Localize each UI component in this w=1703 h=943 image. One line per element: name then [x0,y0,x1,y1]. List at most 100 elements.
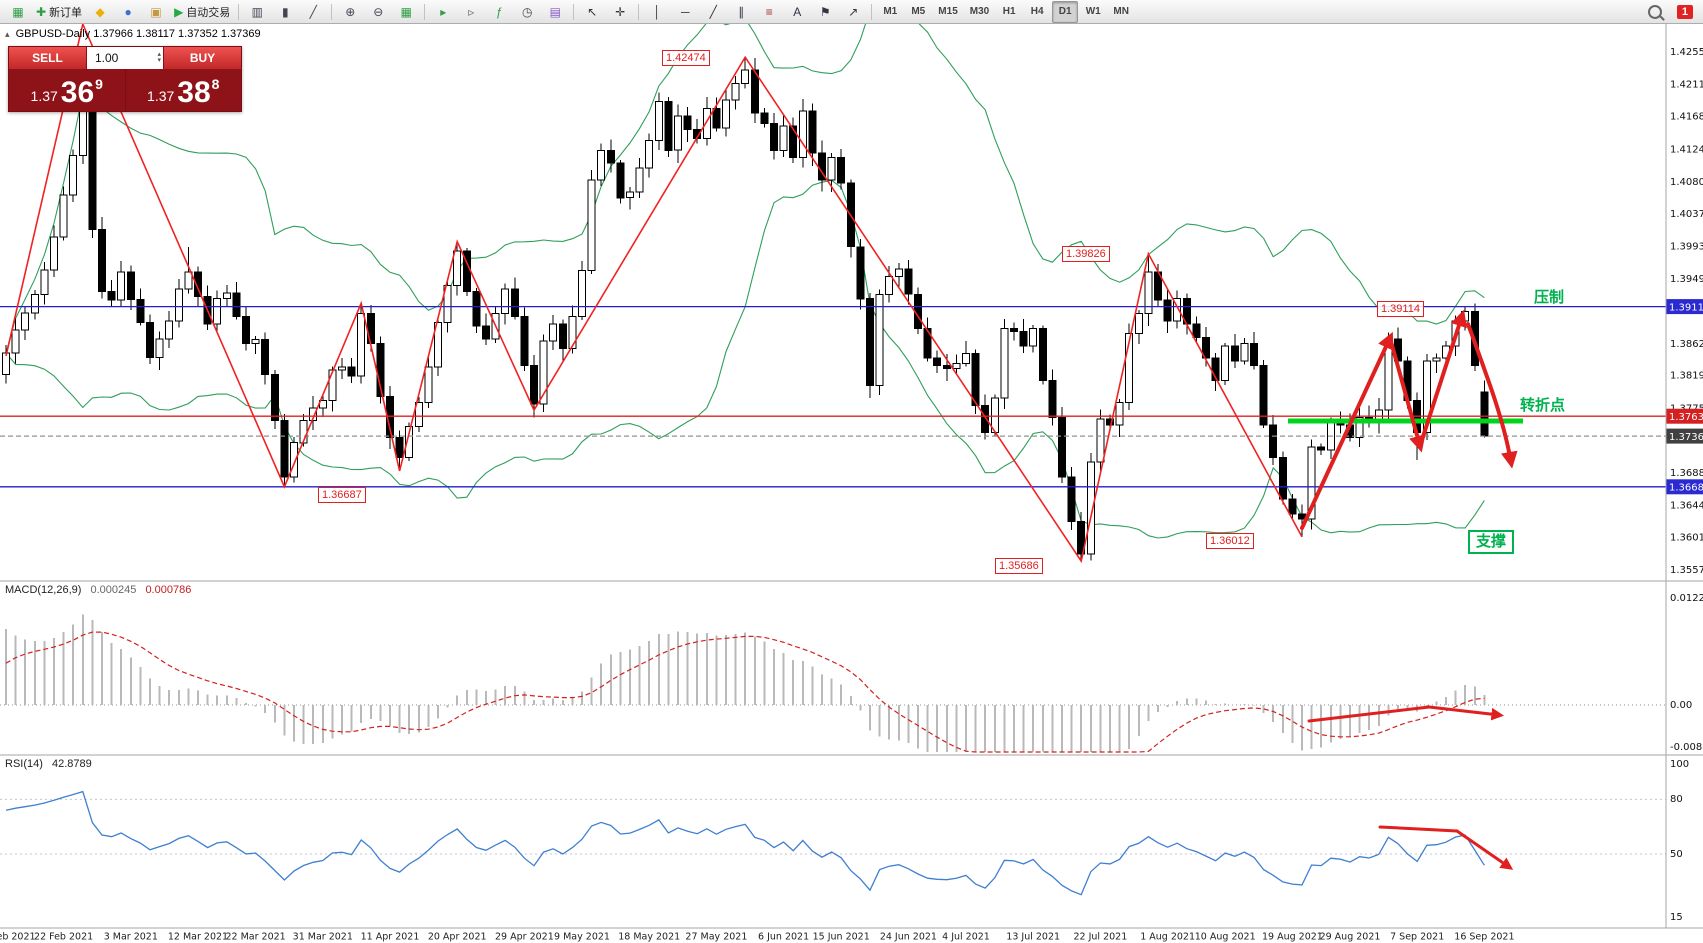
timeframe-m15[interactable]: M15 [938,6,958,17]
turning-point-annotation[interactable]: 转折点 [1520,397,1566,414]
buy-button[interactable]: BUY [163,47,241,69]
metaeditor-button[interactable]: ◆ [95,4,105,19]
rsi-axis-label: 100 [1670,759,1689,770]
date-axis-label: 15 Jun 2021 [813,932,870,943]
templates-button[interactable]: ▤ [549,4,561,19]
price-tag: 1.37637 [1666,408,1703,424]
new-chart-button[interactable]: ▦ [12,4,24,19]
new-order-button[interactable]: ✚ 新订单 [36,4,83,19]
sell-price-prefix: 1.37 [30,88,58,104]
candlestick-mode-button[interactable]: ▮ [281,4,289,19]
volume-stepper[interactable]: 1.00 ▴ ▾ [87,47,163,69]
indicators-button[interactable]: ƒ [495,4,503,19]
data-window-button[interactable]: ▣ [150,4,162,19]
autotrading-button[interactable]: ▶ 自动交易 [174,4,231,19]
macd-axis-label: 0.00 [1670,700,1692,711]
zoom-in-button[interactable]: ⊕ [345,4,356,19]
volume-up-button[interactable]: ▴ [157,51,161,58]
toolbar-separator [573,3,575,20]
rsi-value: 42.8789 [51,758,92,770]
resistance-annotation[interactable]: 压制 [1534,289,1565,306]
price-annotation-label[interactable]: 1.36012 [1206,533,1254,549]
notification-badge[interactable]: 1 [1676,4,1693,19]
price-tag: 1.39114 [1666,299,1703,315]
price-annotation-label[interactable]: 1.36687 [318,487,366,503]
date-axis-label: 19 Aug 2021 [1262,932,1323,943]
indicator-arrow[interactable] [1378,825,1459,833]
label-button[interactable]: ⚑ [819,4,831,19]
toolbar-separator [424,3,426,20]
indicator-arrow[interactable] [1307,705,1431,723]
trend-arrow[interactable] [1466,322,1518,469]
volume-down-button[interactable]: ▾ [157,57,161,64]
bar-chart-mode-button[interactable]: ▥ [251,4,263,19]
one-click-trading-panel: SELL 1.00 ▴ ▾ BUY 1.37 36 9 1.37 38 8 [8,46,242,112]
collapse-arrow-icon[interactable]: ▴ [5,29,10,39]
date-axis-label: 22 Jul 2021 [1074,932,1128,943]
timeframe-h4[interactable]: H4 [1030,6,1044,17]
crosshair-button[interactable]: ✛ [615,4,626,19]
price-axis-label: 1.39490 [1670,274,1703,285]
trendline-button[interactable]: ╱ [709,4,717,19]
date-axis-label: 16 Sep 2021 [1454,932,1514,943]
vertical-line-button[interactable]: │ [653,4,662,19]
volume-value[interactable]: 1.00 [95,51,119,65]
price-annotation-label[interactable]: 1.42474 [662,50,710,66]
sell-price-sup: 9 [95,76,103,92]
channel-button[interactable]: ∥ [738,4,745,19]
date-axis-label: 4 Jul 2021 [942,932,990,943]
timeframe-d1[interactable]: D1 [1052,0,1079,23]
timeframe-m30[interactable]: M30 [969,6,990,17]
zoom-out-button[interactable]: ⊖ [373,4,384,19]
date-axis-label: 12 Feb 2021 [0,932,36,943]
text-button[interactable]: A [793,4,802,19]
macd-name: MACD(12,26,9) [5,584,82,596]
price-axis-label: 1.41680 [1670,112,1703,123]
price-axis-label: 1.39930 [1670,242,1703,253]
timeframe-h1[interactable]: H1 [1002,6,1016,17]
date-axis-label: 29 Aug 2021 [1320,932,1381,943]
chart-shift-button[interactable]: ▹ [468,4,475,19]
buy-price[interactable]: 1.37 38 8 [124,69,242,111]
date-axis-label: 29 Apr 2021 [495,932,554,943]
market-watch-button[interactable]: ● [124,4,132,19]
timeframe-w1[interactable]: W1 [1085,6,1101,17]
timeframe-mn[interactable]: MN [1113,6,1129,17]
buy-price-prefix: 1.37 [147,88,175,104]
rsi-name: RSI(14) [5,758,43,770]
price-annotation-label[interactable]: 1.39114 [1377,301,1424,317]
price-annotation-label[interactable]: 1.39826 [1062,246,1110,262]
sell-button[interactable]: SELL [9,47,87,69]
support-annotation[interactable]: 支撑 [1468,530,1515,554]
cursor-button[interactable]: ↖ [587,4,598,19]
date-axis-label: 22 Mar 2021 [225,932,285,943]
timeframe-m5[interactable]: M5 [911,6,926,17]
indicator-arrow[interactable] [1455,829,1514,870]
trend-arrow[interactable] [1418,309,1467,448]
periods-button[interactable]: ◷ [522,4,533,19]
trend-arrow[interactable] [1300,331,1394,530]
search-icon[interactable] [1644,1,1670,23]
horizontal-line-button[interactable]: ─ [681,4,690,19]
price-annotation-label[interactable]: 1.35686 [995,558,1043,574]
trend-arrow[interactable] [1388,336,1426,453]
macd-signal-line [5,631,1485,753]
line-chart-mode-button[interactable]: ╱ [309,4,317,19]
svg-text:1.37637: 1.37637 [1669,412,1703,423]
timeframe-m1[interactable]: M1 [883,6,898,17]
auto-scroll-button[interactable]: ▸ [440,4,447,19]
date-axis-label: 20 Apr 2021 [428,932,487,943]
indicator-arrow[interactable] [1427,705,1505,721]
sell-price[interactable]: 1.37 36 9 [9,69,125,111]
price-axis-label: 1.42550 [1670,47,1703,58]
date-axis-label: 7 Sep 2021 [1390,932,1444,943]
toolbar: ▦ ✚ 新订单 ◆ ● ▣ ▶ 自动交易 ▥ ▮ ╱ ⊕ ⊖ ▦ ▸ ▹ ƒ ◷ ▤ ↖ ✛ │ ─ ╱ ∥ ≡ A ⚑ ↗ M1 M5 M1… [0,0,1703,24]
tile-windows-button[interactable]: ▦ [400,4,412,19]
fibonacci-button[interactable]: ≡ [765,4,773,19]
arrows-button[interactable]: ↗ [848,4,859,19]
svg-text:1.37369: 1.37369 [1669,432,1703,443]
zigzag-trendlines[interactable] [5,24,1303,564]
